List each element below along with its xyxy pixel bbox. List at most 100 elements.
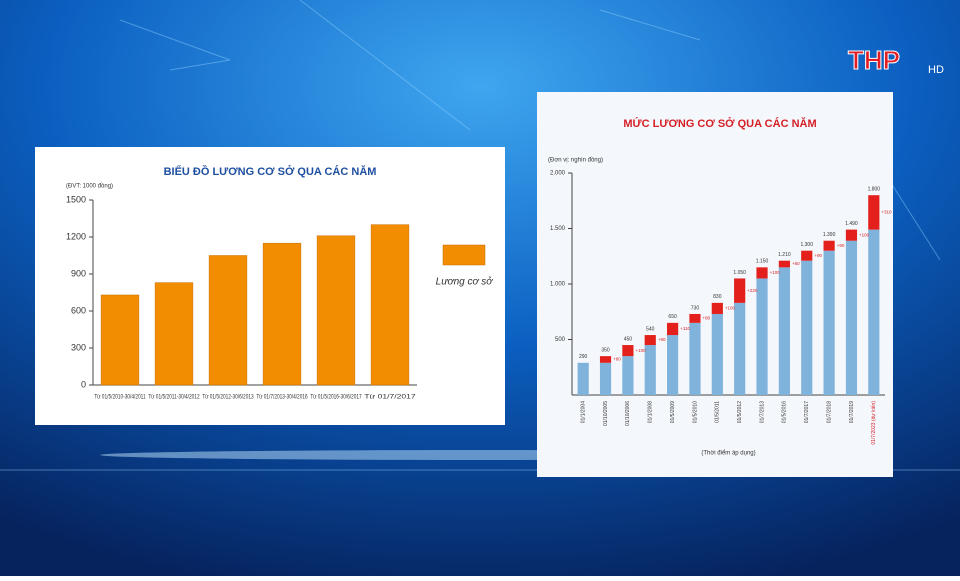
legend-label: Lương cơ sở: [436, 276, 494, 288]
value-label: +90: [837, 243, 845, 248]
y-unit: (ĐVT: 1000 đồng): [66, 184, 113, 190]
bar-segment: [823, 240, 835, 251]
bar-segment: [622, 356, 634, 395]
x-tick-label: Từ 01/5/2010-30/4/2011: [94, 394, 146, 401]
value-label: +220: [747, 288, 758, 293]
x-tick-label: 01/10/2005: [603, 401, 609, 426]
total-label: 1.050: [733, 270, 746, 276]
x-tick-label: 01/5/2009: [670, 401, 676, 423]
bar-segment: [644, 345, 656, 395]
bar-segment: [845, 229, 858, 241]
value-label: +90: [658, 337, 666, 342]
value-label: +310: [881, 210, 892, 215]
total-label: 1.150: [756, 259, 769, 265]
x-tick-label: Từ 01/7/2013-30/4/2016: [256, 394, 308, 401]
x-tick-label: 01/7/2013: [759, 401, 765, 423]
bar-segment: [801, 250, 813, 261]
value-label: +80: [703, 316, 711, 321]
total-label: 650: [668, 314, 677, 320]
total-label: 1.300: [800, 242, 813, 248]
x-tick-label: 01/5/2016: [782, 401, 788, 423]
bar-segment: [599, 356, 612, 363]
total-label: 350: [601, 347, 610, 353]
y-tick-label: 600: [71, 305, 86, 315]
bar-segment: [734, 278, 746, 303]
bar-segment: [778, 260, 790, 268]
x-tick-label: 01/7/2023 (dự kiến): [871, 401, 877, 445]
bar-segment: [622, 345, 634, 357]
bar-segment: [667, 335, 679, 395]
y-tick-label: 900: [71, 268, 86, 278]
x-tick-label: 01/7/2017: [804, 401, 810, 423]
y-unit: (Đơn vị: nghìn đồng): [548, 158, 603, 164]
total-label: 450: [624, 336, 633, 342]
bar-segment: [689, 313, 701, 323]
y-tick-label: 1500: [66, 194, 86, 204]
bar-segment: [868, 195, 880, 230]
x-tick-label: 01/10/2006: [625, 401, 631, 426]
logo-text: THP: [848, 45, 900, 75]
y-tick-label: 500: [555, 337, 566, 343]
x-tick-label: Từ 01/5/2016-30/6/2017: [310, 394, 362, 401]
total-label: 730: [691, 305, 700, 311]
y-tick-label: 1200: [66, 231, 86, 241]
y-tick-label: 0: [81, 379, 86, 389]
x-tick-label: Từ 01/7/2017: [364, 394, 416, 401]
y-tick-label: 2.000: [550, 171, 566, 177]
x-tick-label: 01/7/2019: [849, 401, 855, 423]
total-label: 1.800: [868, 187, 881, 193]
x-tick-label: 01/5/2011: [715, 401, 721, 423]
bar-segment: [801, 260, 813, 395]
y-tick-label: 1.500: [550, 226, 566, 232]
value-label: +60: [613, 357, 621, 362]
x-tick-label: Từ 01/5/2011-30/4/2012: [148, 394, 200, 401]
value-label: +90: [814, 253, 822, 258]
logo: THP HD: [848, 44, 944, 76]
bar-segment: [756, 278, 768, 395]
bar-segment: [845, 240, 858, 395]
bar: [370, 224, 410, 386]
bar: [262, 242, 302, 386]
bar-segment: [868, 229, 880, 395]
x-tick-label: 01/5/2010: [692, 401, 698, 423]
bar-segment: [711, 302, 723, 314]
value-label: +100: [725, 306, 736, 311]
bar: [316, 235, 356, 386]
bar-segment: [734, 302, 746, 395]
bar-segment: [823, 250, 835, 395]
bar: [154, 282, 194, 386]
chart-title: BIỂU ĐỒ LƯƠNG CƠ SỞ QUA CÁC NĂM: [164, 165, 377, 178]
x-axis-label: (Thời điểm áp dụng): [701, 450, 755, 457]
bar-segment: [756, 267, 768, 279]
bar-segment: [778, 267, 790, 395]
total-label: 1.390: [823, 232, 836, 238]
total-label: 290: [579, 354, 588, 360]
value-label: +100: [770, 270, 781, 275]
chart-title: MỨC LƯƠNG CƠ SỞ QUA CÁC NĂM: [623, 117, 816, 130]
y-tick-label: 1.000: [550, 282, 566, 288]
value-label: +60: [792, 261, 800, 266]
bar-segment: [689, 322, 701, 395]
bar-segment: [644, 335, 656, 346]
value-label: +100: [859, 232, 870, 237]
x-tick-label: 01/7/2018: [826, 401, 832, 423]
x-tick-label: 01/1/2008: [648, 401, 654, 423]
total-label: 1.210: [778, 252, 791, 258]
total-label: 540: [646, 326, 655, 332]
bar-segment: [667, 322, 679, 336]
value-label: +110: [680, 326, 690, 331]
x-tick-label: 01/5/2012: [737, 401, 743, 423]
x-tick-label: Từ 01/5/2012-30/6/2013: [202, 394, 254, 401]
bar-segment: [577, 362, 589, 395]
x-tick-label: 01/1/2004: [581, 401, 587, 423]
bar-segment: [711, 313, 723, 395]
value-label: +100: [635, 348, 646, 353]
total-label: 830: [713, 294, 722, 300]
bar: [100, 294, 140, 386]
legend-swatch: [442, 244, 486, 266]
logo-suffix: HD: [928, 64, 944, 76]
bar: [208, 255, 248, 386]
total-label: 1.490: [845, 221, 858, 227]
y-tick-label: 300: [71, 342, 86, 352]
